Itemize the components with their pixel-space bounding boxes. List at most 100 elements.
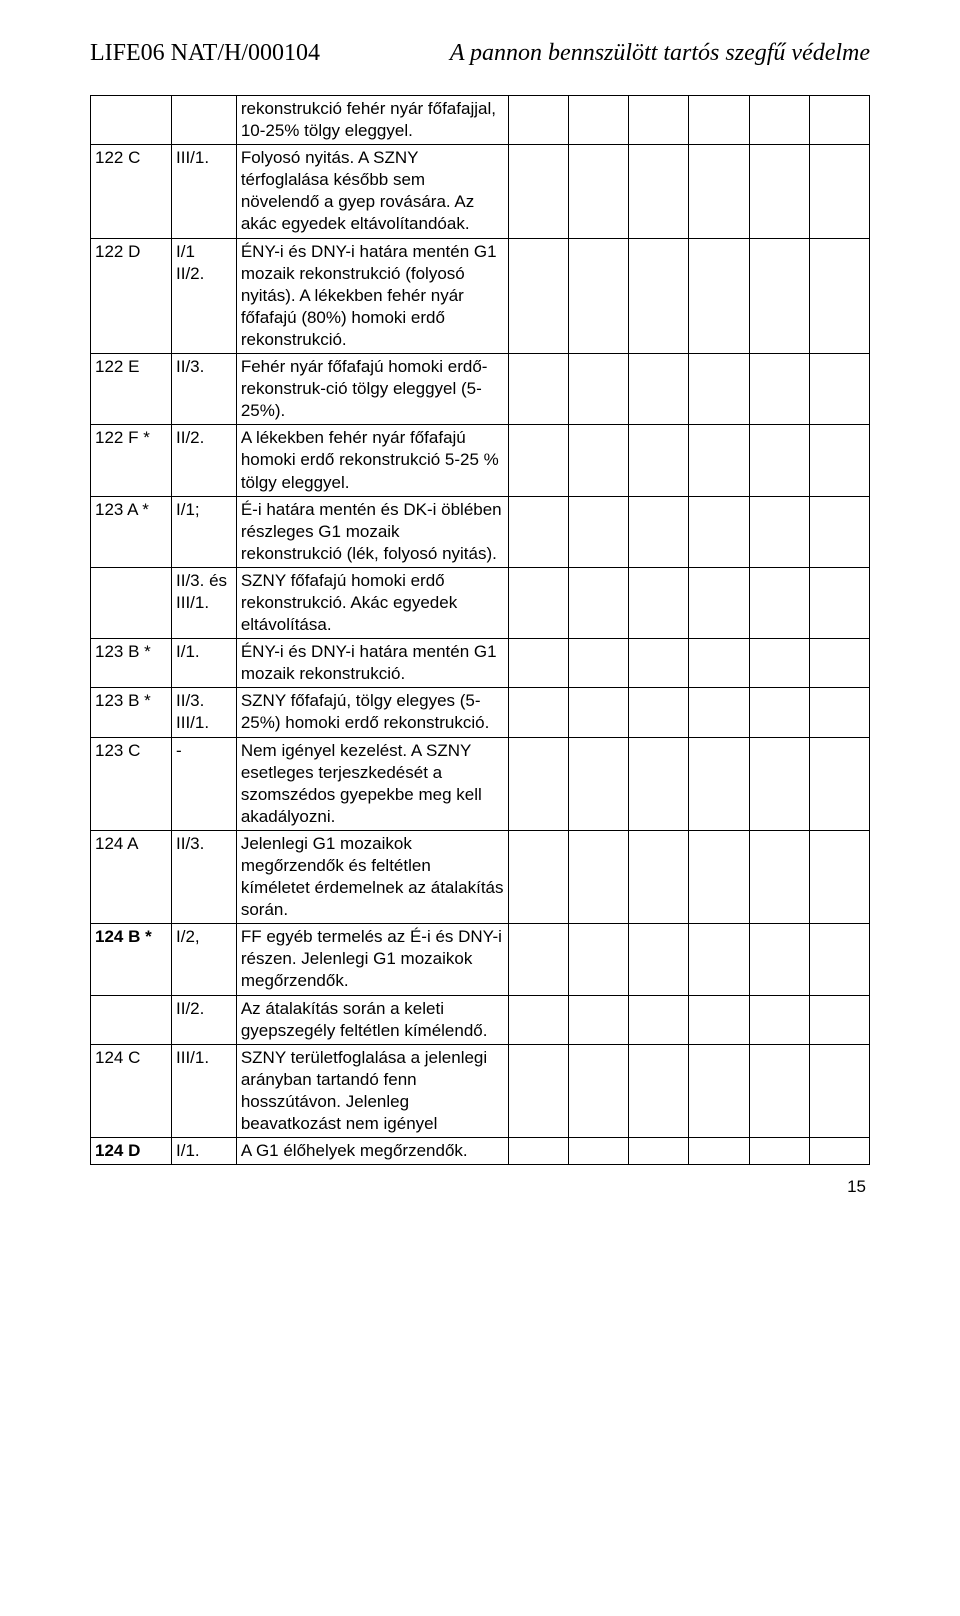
- cell-empty: [629, 737, 689, 830]
- table-row: 123 C-Nem igényel kezelést. A SZNY esetl…: [91, 737, 870, 830]
- cell-code: 123 A *: [91, 496, 172, 567]
- cell-description: A lékekben fehér nyár főfafajú homoki er…: [236, 425, 508, 496]
- cell-empty: [809, 145, 869, 238]
- cell-description: Fehér nyár főfafajú homoki erdő-rekonstr…: [236, 354, 508, 425]
- cell-empty: [749, 1044, 809, 1137]
- cell-empty: [809, 924, 869, 995]
- cell-empty: [629, 688, 689, 737]
- cell-empty: [569, 496, 629, 567]
- page-header: LIFE06 NAT/H/000104 A pannon bennszülött…: [90, 40, 870, 67]
- cell-ref: III/1.: [172, 1044, 237, 1137]
- cell-empty: [569, 567, 629, 638]
- cell-ref: I/1;: [172, 496, 237, 567]
- cell-empty: [629, 96, 689, 145]
- table-row: rekonstrukció fehér nyár főfafajjal, 10-…: [91, 96, 870, 145]
- cell-empty: [629, 1138, 689, 1165]
- cell-empty: [689, 354, 749, 425]
- cell-ref: II/2.: [172, 425, 237, 496]
- cell-empty: [689, 567, 749, 638]
- cell-ref: [172, 96, 237, 145]
- table-row: 122 EII/3.Fehér nyár főfafajú homoki erd…: [91, 354, 870, 425]
- cell-empty: [629, 496, 689, 567]
- cell-empty: [569, 425, 629, 496]
- cell-empty: [508, 354, 568, 425]
- table-row: II/3. és III/1.SZNY főfafajú homoki erdő…: [91, 567, 870, 638]
- cell-empty: [749, 354, 809, 425]
- cell-empty: [508, 567, 568, 638]
- cell-empty: [508, 688, 568, 737]
- cell-empty: [569, 238, 629, 353]
- cell-empty: [629, 924, 689, 995]
- cell-empty: [689, 924, 749, 995]
- cell-empty: [569, 737, 629, 830]
- cell-empty: [569, 995, 629, 1044]
- cell-empty: [749, 830, 809, 923]
- cell-empty: [629, 425, 689, 496]
- cell-empty: [508, 238, 568, 353]
- cell-ref: -: [172, 737, 237, 830]
- table-row: 124 AII/3.Jelenlegi G1 mozaikok megőrzen…: [91, 830, 870, 923]
- table-row: 122 CIII/1.Folyosó nyitás. A SZNY térfog…: [91, 145, 870, 238]
- cell-empty: [809, 567, 869, 638]
- cell-code: 124 B *: [91, 924, 172, 995]
- table-row: 124 DI/1.A G1 élőhelyek megőrzendők.: [91, 1138, 870, 1165]
- cell-ref: I/2,: [172, 924, 237, 995]
- cell-empty: [749, 1138, 809, 1165]
- cell-code: [91, 995, 172, 1044]
- cell-empty: [749, 238, 809, 353]
- cell-ref: II/2.: [172, 995, 237, 1044]
- cell-empty: [809, 688, 869, 737]
- cell-empty: [569, 1138, 629, 1165]
- cell-ref: II/3.: [172, 830, 237, 923]
- cell-empty: [689, 496, 749, 567]
- cell-empty: [508, 737, 568, 830]
- cell-ref: I/1 II/2.: [172, 238, 237, 353]
- cell-empty: [569, 924, 629, 995]
- cell-ref: I/1.: [172, 639, 237, 688]
- cell-empty: [508, 830, 568, 923]
- cell-empty: [689, 995, 749, 1044]
- cell-empty: [629, 995, 689, 1044]
- header-left: LIFE06 NAT/H/000104: [90, 40, 320, 67]
- main-table: rekonstrukció fehér nyár főfafajjal, 10-…: [90, 95, 870, 1165]
- cell-empty: [569, 96, 629, 145]
- cell-description: rekonstrukció fehér nyár főfafajjal, 10-…: [236, 96, 508, 145]
- cell-empty: [629, 567, 689, 638]
- cell-empty: [749, 496, 809, 567]
- cell-empty: [749, 737, 809, 830]
- page-number: 15: [90, 1177, 870, 1197]
- cell-code: 124 D: [91, 1138, 172, 1165]
- cell-empty: [749, 425, 809, 496]
- cell-empty: [689, 830, 749, 923]
- cell-empty: [569, 145, 629, 238]
- cell-empty: [689, 96, 749, 145]
- cell-empty: [749, 688, 809, 737]
- cell-description: É-i határa mentén és DK-i öblében részle…: [236, 496, 508, 567]
- cell-description: A G1 élőhelyek megőrzendők.: [236, 1138, 508, 1165]
- cell-description: SZNY területfoglalása a jelenlegi arányb…: [236, 1044, 508, 1137]
- table-row: 123 B *II/3. III/1.SZNY főfafajú, tölgy …: [91, 688, 870, 737]
- cell-description: Folyosó nyitás. A SZNY térfoglalása késő…: [236, 145, 508, 238]
- cell-empty: [749, 145, 809, 238]
- cell-empty: [508, 1138, 568, 1165]
- cell-empty: [689, 1138, 749, 1165]
- cell-empty: [508, 145, 568, 238]
- cell-empty: [629, 354, 689, 425]
- cell-empty: [508, 995, 568, 1044]
- cell-empty: [749, 995, 809, 1044]
- cell-empty: [749, 96, 809, 145]
- cell-code: [91, 567, 172, 638]
- cell-empty: [749, 639, 809, 688]
- cell-code: 122 F *: [91, 425, 172, 496]
- cell-empty: [508, 496, 568, 567]
- cell-empty: [689, 688, 749, 737]
- cell-code: 122 C: [91, 145, 172, 238]
- cell-empty: [508, 96, 568, 145]
- cell-empty: [809, 1044, 869, 1137]
- cell-code: 122 E: [91, 354, 172, 425]
- cell-empty: [809, 995, 869, 1044]
- cell-empty: [689, 425, 749, 496]
- cell-description: ÉNY-i és DNY-i határa mentén G1 mozaik r…: [236, 639, 508, 688]
- table-row: 122 DI/1 II/2.ÉNY-i és DNY-i határa ment…: [91, 238, 870, 353]
- cell-ref: I/1.: [172, 1138, 237, 1165]
